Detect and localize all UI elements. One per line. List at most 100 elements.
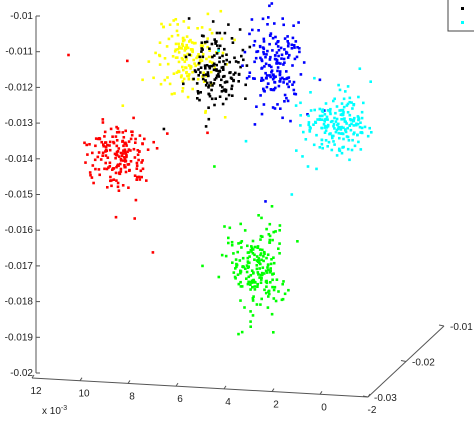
scatter-point [326,145,329,148]
scatter-point [211,20,215,23]
scatter-point [176,33,180,37]
scatter-point [267,63,271,67]
scatter-point [264,55,267,59]
scatter-point [227,93,231,97]
scatter-point [251,248,255,251]
scatter-point [108,140,112,144]
scatter-point [108,144,111,147]
scatter-point [342,126,345,130]
scatter-point [195,82,199,85]
series-2 [162,17,252,131]
scatter-point [335,117,339,121]
scatter-point [277,48,281,52]
scatter-point [217,47,220,51]
scatter-point [250,246,254,250]
scatter-point [125,144,128,147]
scatter-point [122,149,125,152]
scatter-point [197,68,200,71]
scatter-point [245,76,249,80]
scatter-point [117,155,121,158]
scatter-point [125,154,128,157]
scatter-point [111,167,115,170]
scatter-point [177,42,180,46]
scatter-point [345,104,349,107]
scatter-point [232,79,235,83]
scatter-point [340,125,344,129]
scatter-point [119,151,123,155]
scatter-point [232,252,235,255]
scatter-point [187,64,191,67]
scatter-point [115,125,118,129]
scatter-point [267,295,270,298]
scatter-point [348,96,352,100]
scatter-point [265,53,268,56]
scatter-point [329,132,332,135]
scatter-point [274,86,277,90]
scatter-point [298,50,301,54]
scatter-point [108,148,112,152]
scatter-point [237,80,240,83]
scatter-point [326,123,330,127]
scatter-point [180,47,184,50]
scatter-point [93,158,97,162]
scatter-point [256,260,260,264]
scatter-point [334,120,338,123]
scatter-point [341,113,344,117]
scatter-point [261,46,265,49]
scatter-point [277,247,280,250]
scatter-point [231,41,235,44]
scatter-point [180,74,183,77]
scatter-point [342,105,346,109]
scatter-point [139,169,143,173]
scatter-point [356,115,360,118]
scatter-point [232,271,236,274]
scatter-point [117,164,120,167]
scatter-point [214,97,217,100]
scatter-point [141,159,144,162]
scatter-point [100,140,103,144]
scatter-point [88,143,91,146]
scatter-point [213,54,216,57]
scatter-point [225,80,228,83]
scatter-point [117,189,121,192]
x-tick-label: 0 [321,402,327,413]
scatter-point [160,22,163,26]
scatter-point [223,225,226,228]
scatter-point [134,141,137,144]
scatter-point [225,97,228,101]
scatter-point [223,88,226,91]
scatter-point [189,54,193,57]
scatter-point [259,56,262,60]
scatter-point [302,130,305,134]
scatter-point [115,131,119,134]
scatter-point [129,149,132,152]
x-tick-mark [31,374,35,379]
scatter-point [253,280,256,284]
scatter-point [183,60,187,63]
scatter-point [352,103,356,106]
scatter-point [276,103,279,106]
scatter-point [182,20,186,23]
scatter-point [260,297,263,301]
scatter-point [341,108,345,112]
scatter-point [221,54,224,58]
scatter-point [299,124,302,127]
scatter-point [348,124,351,127]
scatter-point [269,267,272,270]
scatter-point [91,164,95,167]
scatter-point [331,119,334,123]
scatter-point [329,120,333,124]
scatter-point [273,22,276,25]
scatter-point [162,25,165,29]
scatter-point [197,53,200,56]
scatter-point [251,28,254,32]
y-tick-mark [362,395,369,398]
scatter-point [275,59,279,62]
scatter-point [224,254,228,258]
scatter-point [252,44,256,47]
scatter-point [283,93,287,97]
scatter-point [204,109,207,113]
scatter-point [346,126,349,130]
scatter-point [239,285,243,288]
scatter-point [265,256,268,260]
